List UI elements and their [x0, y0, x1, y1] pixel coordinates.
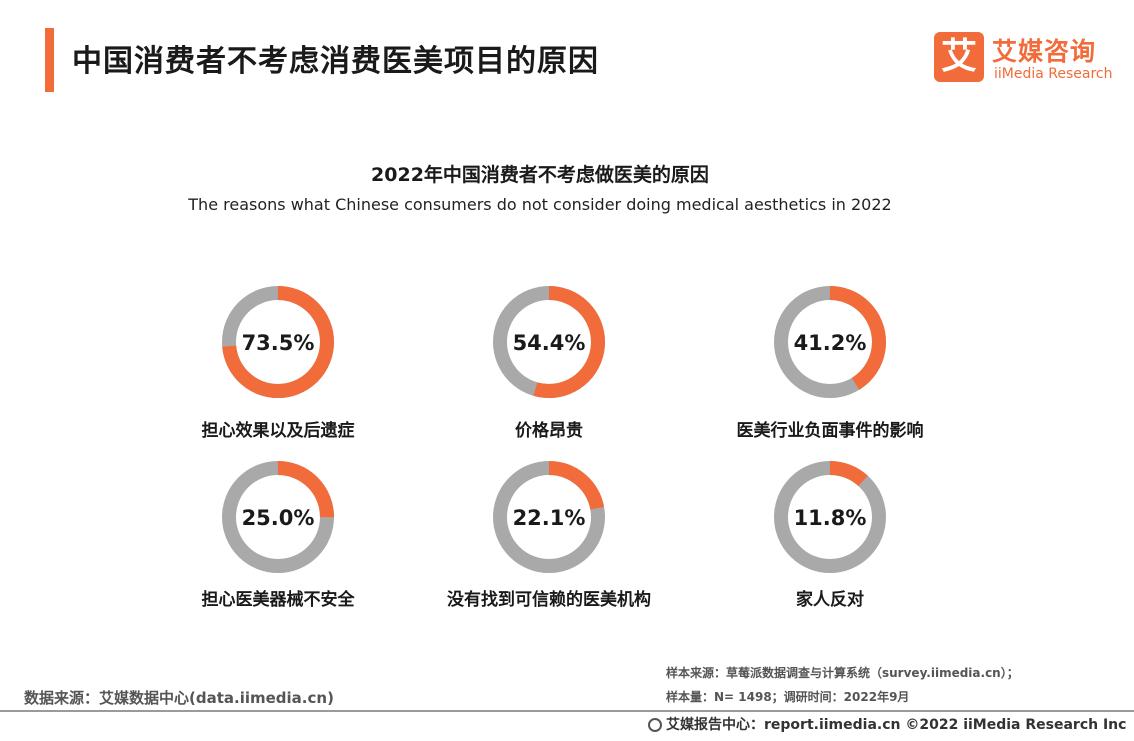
- donut-value-arc: [493, 461, 605, 573]
- globe-icon: [648, 718, 662, 732]
- donut-value-arc: [222, 461, 334, 573]
- report-center: 艾媒报告中心：report.iimedia.cn ©2022 iiMedia R…: [648, 714, 1126, 734]
- chart-subtitle: The reasons what Chinese consumers do no…: [188, 195, 892, 214]
- donut-percent-label: 22.1%: [513, 506, 586, 530]
- donut-value-arc: [493, 286, 605, 398]
- donut-percent-label: 41.2%: [794, 331, 867, 355]
- page-title: 中国消费者不考虑消费医美项目的原因: [72, 44, 599, 79]
- donut-value-arc: [774, 286, 886, 398]
- donut-category-label: 医美行业负面事件的影响: [736, 421, 924, 441]
- donut-value-arc: [774, 461, 886, 573]
- donut-percent-label: 25.0%: [242, 506, 315, 530]
- footer-divider: [0, 710, 1134, 712]
- logo-en-text: iiMedia Research: [994, 66, 1113, 82]
- donut-category-label: 担心效果以及后遗症: [201, 421, 355, 441]
- donut-category-label: 没有找到可信赖的医美机构: [447, 590, 651, 610]
- donut-percent-label: 11.8%: [794, 506, 867, 530]
- donut-percent-label: 54.4%: [513, 331, 586, 355]
- title-accent-bar: [45, 28, 54, 92]
- logo-cn-text: 艾媒咨询: [992, 37, 1097, 66]
- sample-source: 样本来源：草莓派数据调查与计算系统（survey.iimedia.cn）；: [666, 666, 1019, 680]
- sample-size: 样本量：N= 1498；调研时间：2022年9月: [666, 690, 910, 704]
- donut-category-label: 家人反对: [796, 590, 864, 610]
- data-source: 数据来源：艾媒数据中心(data.iimedia.cn): [24, 689, 334, 707]
- donut-category-label: 担心医美器械不安全: [201, 590, 355, 610]
- logo-mark-icon: 艾: [934, 32, 984, 82]
- donut-category-label: 价格昂贵: [515, 421, 583, 441]
- donut-percent-label: 73.5%: [242, 331, 315, 355]
- donut-value-arc: [222, 286, 334, 398]
- report-text: 艾媒报告中心：report.iimedia.cn ©2022 iiMedia R…: [666, 717, 1127, 733]
- iimedia-logo: 艾 艾媒咨询 iiMedia Research: [934, 32, 1114, 84]
- chart-title: 2022年中国消费者不考虑做医美的原因: [371, 164, 709, 186]
